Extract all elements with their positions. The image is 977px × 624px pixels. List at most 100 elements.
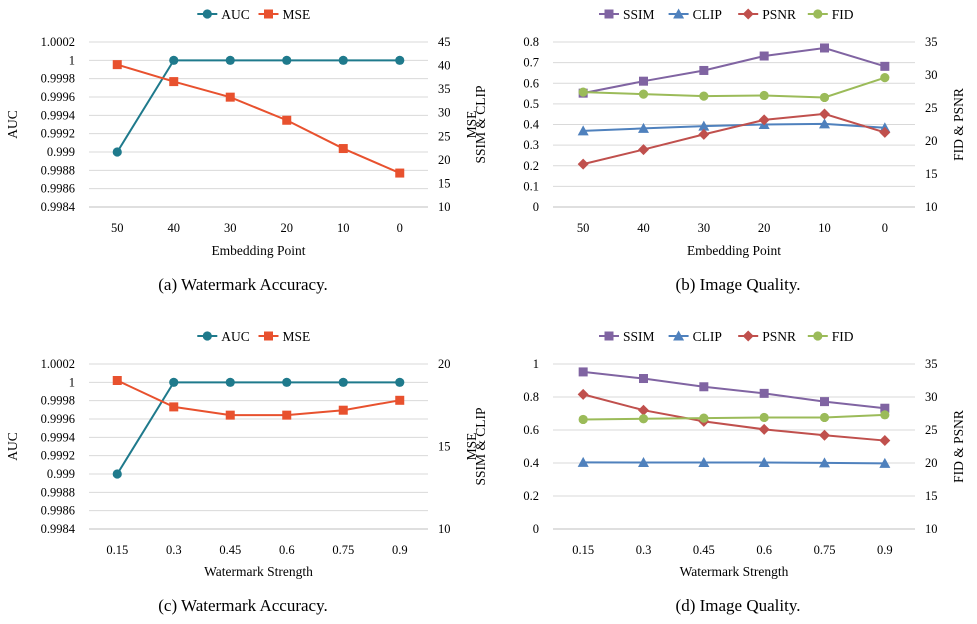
y-left-tick-label: 0.9984 <box>41 200 76 214</box>
data-point-clip <box>577 456 589 467</box>
data-point-ssim <box>639 374 648 384</box>
y-left-tick-label: 0.5 <box>523 97 539 111</box>
data-point-clip <box>698 120 710 131</box>
data-point-mse <box>282 115 292 125</box>
panel-caption: (c) Watermark Accuracy. <box>158 596 327 615</box>
x-tick-label: 30 <box>224 221 237 235</box>
data-point-psnr <box>698 128 710 140</box>
x-axis-label: Watermark Strength <box>680 564 789 579</box>
data-point-fid <box>759 90 769 101</box>
data-point-psnr <box>577 388 589 400</box>
legend-label-ssim: SSIM <box>623 329 655 344</box>
y-right-tick-label: 40 <box>438 59 451 73</box>
x-axis-label: Embedding Point <box>687 243 781 258</box>
series-line-fid <box>583 413 885 421</box>
series-line-mse <box>116 379 400 417</box>
legend-marker-ssim <box>604 9 614 19</box>
y-left-tick-label: 0.6 <box>523 76 539 90</box>
y-right-tick-label: 30 <box>925 390 938 404</box>
y-left-tick-label: 1 <box>69 53 75 67</box>
legend-marker-fid <box>813 331 823 341</box>
data-point-mse <box>338 144 348 154</box>
y-left-tick-label: 0.9986 <box>41 504 75 518</box>
data-point-mse <box>112 376 122 385</box>
series-line-clip <box>583 122 885 132</box>
y-left-axis-label: AUC <box>5 110 20 139</box>
x-tick-label: 0.6 <box>279 543 295 557</box>
x-tick-label: 50 <box>577 221 590 235</box>
data-point-auc <box>338 377 348 387</box>
y-left-tick-label: 0.9996 <box>41 90 75 104</box>
data-point-psnr <box>758 423 770 435</box>
series-line-fid <box>583 76 886 99</box>
series-line-ssim <box>583 370 885 410</box>
panel-caption: (d) Image Quality. <box>676 596 801 615</box>
data-point-ssim <box>880 403 890 413</box>
series-line-auc <box>116 381 400 475</box>
legend-marker-auc <box>202 331 212 341</box>
y-left-tick-label: 1 <box>69 375 75 389</box>
y-left-tick-label: 0.8 <box>523 35 539 49</box>
y-right-tick-label: 15 <box>925 167 938 181</box>
data-point-fid <box>880 73 890 83</box>
data-point-auc <box>225 55 235 65</box>
x-tick-label: 50 <box>111 221 124 235</box>
y-left-tick-label: 0.4 <box>523 118 539 132</box>
data-point-fid <box>578 414 588 425</box>
chart-panel-4: 1 0.8 0.6 0.4 0.2 0 35 30 25 20 15 10 0.15 0.3 0.45 0.6… <box>473 329 966 615</box>
data-point-auc <box>282 377 292 387</box>
y-left-tick-label: 0.2 <box>523 159 539 173</box>
panel-caption: (a) Watermark Accuracy. <box>158 275 327 294</box>
legend: AUC MSE <box>197 7 310 22</box>
y-right-tick-label: 20 <box>925 456 938 470</box>
data-point-clip <box>698 457 710 468</box>
y-right-tick-label: 35 <box>438 82 451 96</box>
legend-marker-psnr <box>742 8 754 20</box>
data-point-mse <box>169 77 179 87</box>
x-tick-label: 20 <box>281 221 294 235</box>
data-point-auc <box>169 55 179 65</box>
x-tick-label: 10 <box>818 221 831 235</box>
x-tick-label: 0.75 <box>332 543 354 557</box>
y-right-tick-label: 30 <box>925 68 938 82</box>
data-point-mse <box>169 402 179 412</box>
legend: AUC MSE <box>197 329 310 344</box>
data-point-fid <box>699 413 709 423</box>
x-tick-label: 0.45 <box>693 543 715 557</box>
x-tick-label: 20 <box>758 221 771 235</box>
data-point-mse <box>338 405 348 415</box>
y-right-tick-label: 10 <box>925 200 938 214</box>
data-point-clip <box>638 457 649 468</box>
legend-label-clip: CLIP <box>693 329 722 344</box>
y-left-tick-label: 0.999 <box>47 467 75 481</box>
y-right-tick-label: 35 <box>925 357 938 371</box>
x-tick-label: 10 <box>337 221 350 235</box>
legend-label-auc: AUC <box>221 329 250 344</box>
y-right-axis-label: MSE <box>464 433 479 461</box>
y-right-tick-label: 10 <box>438 522 451 536</box>
y-left-tick-label: 0.8 <box>523 390 539 404</box>
data-point-mse <box>395 395 405 405</box>
data-point-auc <box>282 55 292 65</box>
y-left-tick-label: 0.9992 <box>41 449 75 463</box>
y-left-tick-label: 0 <box>533 200 539 214</box>
y-left-tick-label: 0.9986 <box>41 182 75 196</box>
x-tick-label: 0.75 <box>814 543 836 557</box>
y-right-tick-label: 20 <box>438 357 451 371</box>
data-point-fid <box>880 410 890 420</box>
data-point-fid <box>699 91 709 101</box>
series-line-psnr <box>582 112 886 166</box>
legend-marker-auc <box>202 9 212 19</box>
y-left-axis-label: SSIM & CLIP <box>473 85 488 163</box>
y-left-axis-label: AUC <box>5 432 20 461</box>
x-axis-label: Embedding Point <box>211 243 305 258</box>
data-point-ssim <box>699 65 709 75</box>
y-right-tick-label: 20 <box>438 153 451 167</box>
legend-marker-ssim <box>604 331 614 341</box>
data-point-ssim <box>759 51 769 61</box>
y-right-tick-label: 15 <box>438 176 451 190</box>
x-tick-label: 0.6 <box>756 543 772 557</box>
data-point-clip <box>638 122 649 133</box>
data-point-auc <box>112 147 122 157</box>
legend-marker-mse <box>264 331 273 341</box>
